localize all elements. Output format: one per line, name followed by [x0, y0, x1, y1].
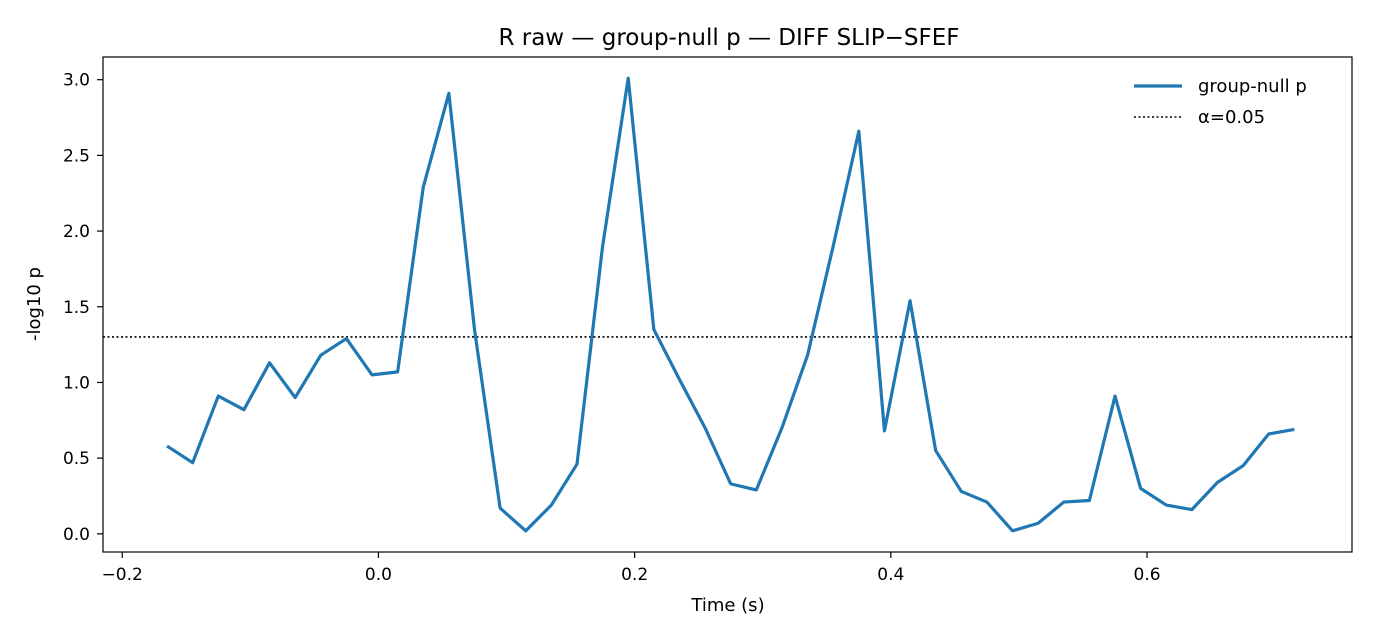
x-tick-label: −0.2 — [102, 565, 143, 585]
x-tick-label: 0.6 — [1134, 565, 1161, 585]
plot-area — [103, 76, 1352, 533]
chart-title: R raw — group-null p — DIFF SLIP−SFEF — [498, 25, 959, 51]
y-tick-label: 2.0 — [63, 222, 90, 242]
x-axis-label: Time (s) — [690, 595, 764, 616]
x-tick-label: 0.4 — [877, 565, 904, 585]
y-tick-label: 0.5 — [63, 449, 90, 469]
x-tick-label: 0.0 — [365, 565, 392, 585]
legend-label-group-null: group-null p — [1198, 76, 1307, 97]
axis-ticks: −0.2 0.0 0.2 0.4 0.6 0.0 0.5 1.0 1.5 2.0 2.5 3.0 — [63, 71, 1161, 585]
y-tick-label: 1.5 — [63, 298, 90, 318]
y-tick-label: 1.0 — [63, 373, 90, 393]
x-tick-label: 0.2 — [621, 565, 648, 585]
axes-frame — [102, 56, 1353, 553]
legend-label-alpha: α=0.05 — [1198, 107, 1265, 128]
y-axis-label: -log10 p — [24, 267, 45, 341]
y-tick-label: 0.0 — [63, 525, 90, 545]
y-tick-label: 2.5 — [63, 146, 90, 166]
series-line-group-null — [166, 76, 1295, 533]
y-tick-label: 3.0 — [63, 71, 90, 91]
legend: group-null p α=0.05 — [1134, 76, 1307, 128]
